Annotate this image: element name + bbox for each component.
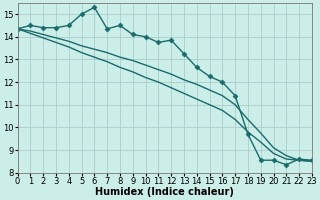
X-axis label: Humidex (Indice chaleur): Humidex (Indice chaleur) (95, 187, 234, 197)
